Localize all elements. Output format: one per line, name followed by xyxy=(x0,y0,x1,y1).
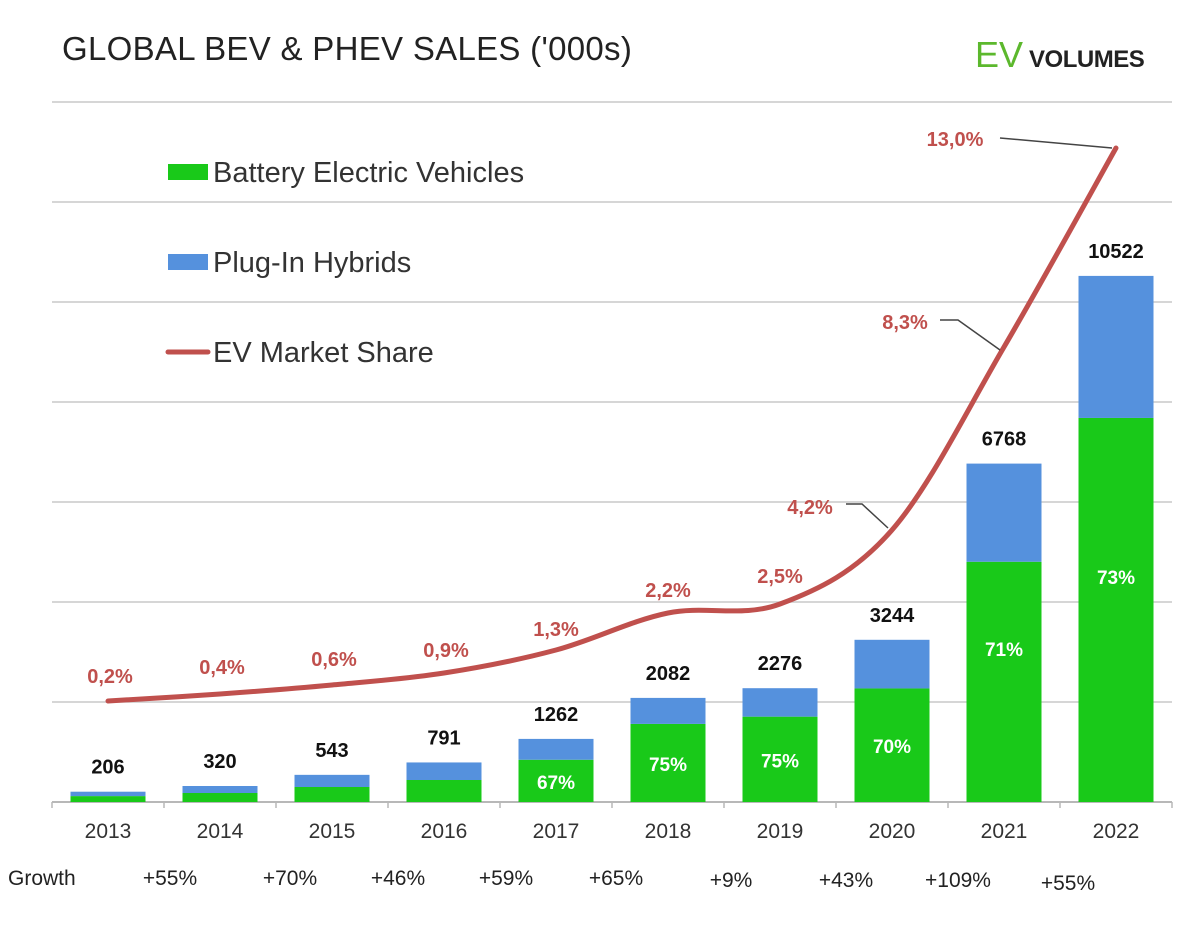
total-label-2014: 320 xyxy=(203,751,236,773)
share-label-2013: 0,2% xyxy=(87,666,133,688)
bar-phev-2018 xyxy=(630,697,706,724)
total-label-2016: 791 xyxy=(427,727,460,749)
bar-bev-2021 xyxy=(966,561,1042,802)
bar-phev-2021 xyxy=(966,463,1042,562)
x-tick-label-2013: 2013 xyxy=(85,820,132,843)
bar-phev-2017 xyxy=(518,738,594,760)
total-label-2019: 2276 xyxy=(758,653,803,675)
bar-bev-2015 xyxy=(294,787,370,802)
bar-bev-2018 xyxy=(630,723,706,802)
total-label-2021: 6768 xyxy=(982,429,1027,451)
legend-swatch-phev xyxy=(168,254,208,270)
x-tick-label-2015: 2015 xyxy=(309,820,356,843)
legend-swatch-bev xyxy=(168,164,208,180)
growth-value-7: +109% xyxy=(925,869,991,892)
bev-share-label-2020: 70% xyxy=(873,737,911,758)
brand-logo: EV VOLUMES xyxy=(975,34,1145,76)
total-label-2022: 10522 xyxy=(1088,241,1144,263)
bev-share-label-2017: 67% xyxy=(537,773,575,794)
growth-value-2: +46% xyxy=(371,867,425,890)
brand-logo-volumes: VOLUMES xyxy=(1029,46,1145,73)
legend-label-line: EV Market Share xyxy=(213,337,434,369)
growth-value-0: +55% xyxy=(143,867,197,890)
x-tick-label-2017: 2017 xyxy=(533,820,580,843)
bar-phev-2014 xyxy=(182,786,258,793)
bar-phev-2015 xyxy=(294,774,370,787)
x-tick-label-2022: 2022 xyxy=(1093,820,1140,843)
share-label-2014: 0,4% xyxy=(199,657,245,679)
bar-bev-2016 xyxy=(406,780,482,802)
total-label-2017: 1262 xyxy=(534,704,579,726)
bar-phev-2022 xyxy=(1078,275,1154,418)
bar-bev-2014 xyxy=(182,793,258,802)
bar-phev-2016 xyxy=(406,762,482,780)
x-tick-label-2018: 2018 xyxy=(645,820,692,843)
bev-share-label-2022: 73% xyxy=(1097,568,1135,589)
x-tick-label-2019: 2019 xyxy=(757,820,804,843)
growth-value-1: +70% xyxy=(263,867,317,890)
growth-value-5: +9% xyxy=(710,869,753,892)
bar-phev-2019 xyxy=(742,688,818,717)
leader-line-2022 xyxy=(999,137,1113,149)
bev-share-label-2019: 75% xyxy=(761,751,799,772)
brand-logo-ev: EV xyxy=(975,34,1024,75)
total-label-2013: 206 xyxy=(91,757,124,779)
share-label-2018: 2,2% xyxy=(645,580,691,602)
growth-label: Growth xyxy=(8,867,76,890)
share-label-2022: 13,0% xyxy=(927,129,984,151)
x-tick-label-2020: 2020 xyxy=(869,820,916,843)
leader-line-2020 xyxy=(846,503,889,529)
growth-value-3: +59% xyxy=(479,867,533,890)
bar-bev-2020 xyxy=(854,688,930,802)
share-label-2017: 1,3% xyxy=(533,619,579,641)
bar-bev-2017 xyxy=(518,759,594,802)
x-tick-label-2016: 2016 xyxy=(421,820,468,843)
bar-bev-2013 xyxy=(70,796,146,802)
bar-bev-2022 xyxy=(1078,417,1154,802)
growth-value-6: +43% xyxy=(819,869,873,892)
share-label-2015: 0,6% xyxy=(311,649,357,671)
legend-label-bev: Battery Electric Vehicles xyxy=(213,157,524,189)
growth-value-8: +55% xyxy=(1041,872,1095,895)
bar-phev-2020 xyxy=(854,639,930,689)
x-tick-label-2014: 2014 xyxy=(197,820,244,843)
market-share-line xyxy=(105,145,1119,704)
share-label-2016: 0,9% xyxy=(423,640,469,662)
growth-value-4: +65% xyxy=(589,867,643,890)
x-tick-label-2021: 2021 xyxy=(981,820,1028,843)
total-label-2015: 543 xyxy=(315,740,348,762)
legend-label-phev: Plug-In Hybrids xyxy=(213,247,411,279)
share-label-2021: 8,3% xyxy=(882,312,928,334)
bev-share-label-2018: 75% xyxy=(649,755,687,776)
bar-phev-2013 xyxy=(70,791,146,797)
total-label-2020: 3244 xyxy=(870,605,915,627)
share-label-2019: 2,5% xyxy=(757,566,803,588)
bar-bev-2019 xyxy=(742,716,818,802)
bev-share-label-2021: 71% xyxy=(985,640,1023,661)
chart-title: GLOBAL BEV & PHEV SALES ('000s) xyxy=(62,30,633,67)
total-label-2018: 2082 xyxy=(646,663,691,685)
share-label-2020: 4,2% xyxy=(787,497,833,519)
leader-line-2021 xyxy=(940,319,1001,351)
